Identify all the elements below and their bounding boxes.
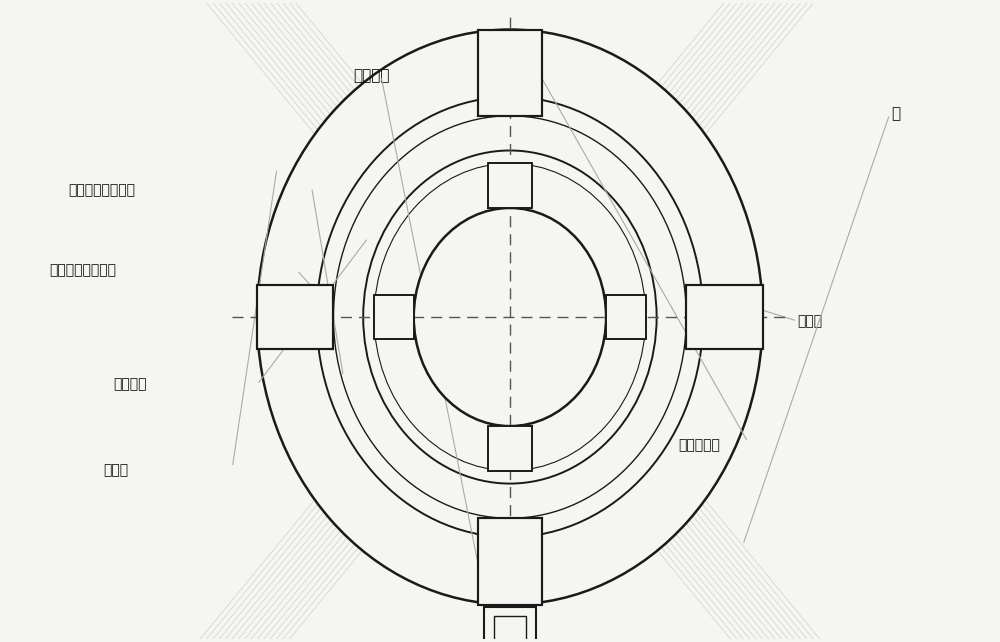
Text: 支扰轴承内圆壁面: 支扰轴承内圆壁面 <box>69 184 136 198</box>
Ellipse shape <box>257 30 763 605</box>
Text: 轴承座: 轴承座 <box>103 464 129 478</box>
Text: 支扰轴承外圆壁面: 支扰轴承外圆壁面 <box>49 263 116 277</box>
Polygon shape <box>257 285 333 349</box>
Polygon shape <box>374 295 414 339</box>
Bar <box>494 616 526 642</box>
Bar <box>484 607 536 642</box>
Ellipse shape <box>374 163 646 471</box>
Polygon shape <box>606 295 646 339</box>
Text: 轴承进油孔: 轴承进油孔 <box>678 438 720 452</box>
Ellipse shape <box>333 116 686 518</box>
Text: 外圆油膜: 外圆油膜 <box>353 69 389 83</box>
Text: 内圆油膜: 内圆油膜 <box>113 377 147 392</box>
Polygon shape <box>488 163 532 208</box>
Ellipse shape <box>363 150 657 483</box>
Ellipse shape <box>414 208 606 426</box>
Polygon shape <box>686 285 763 349</box>
Ellipse shape <box>317 97 703 537</box>
Text: 轴: 轴 <box>892 107 901 121</box>
Polygon shape <box>478 518 542 605</box>
Polygon shape <box>478 30 542 116</box>
Text: 定位销: 定位销 <box>797 314 823 328</box>
Polygon shape <box>488 426 532 471</box>
